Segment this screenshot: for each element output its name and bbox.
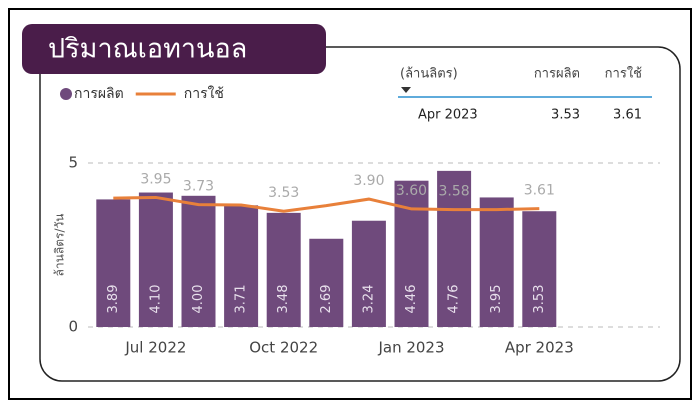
bar-value-label: 3.48 (276, 285, 291, 314)
bar-value-label: 2.69 (319, 285, 334, 314)
bar (266, 212, 301, 327)
bar (181, 195, 216, 327)
bar (96, 199, 131, 327)
table-cell: 3.61 (613, 108, 642, 123)
y-axis-label: ล้านลิตร/วัน (53, 214, 67, 277)
sort-icon (401, 87, 411, 93)
line-value-label: 3.95 (140, 171, 171, 187)
line-value-label: 3.58 (439, 184, 470, 200)
table-cell: 3.53 (551, 108, 580, 123)
frame (8, 8, 692, 400)
bar-value-label: 3.95 (489, 285, 504, 314)
legend-swatch (60, 88, 72, 100)
bar (437, 170, 472, 327)
bar-value-label: 3.53 (532, 285, 547, 314)
y-tick-label: 5 (68, 154, 78, 172)
line-value-label: 3.61 (524, 183, 555, 199)
card (39, 46, 681, 382)
table-header: การใช้ (605, 66, 643, 82)
table-header: การผลิต (534, 67, 580, 82)
bar (522, 211, 557, 327)
legend-label: การผลิต (74, 86, 124, 102)
legend-label: การใช้ (184, 85, 224, 102)
line-value-label: 3.53 (268, 185, 299, 201)
bar (479, 197, 514, 327)
bar-value-label: 4.76 (447, 285, 462, 314)
bar-value-label: 3.89 (106, 285, 121, 314)
bar-value-label: 3.71 (234, 285, 249, 314)
table-cell: Apr 2023 (418, 108, 478, 123)
x-tick-label: Apr 2023 (505, 339, 574, 357)
y-tick-label: 0 (68, 318, 78, 336)
bar-value-label: 4.00 (191, 285, 206, 314)
line (113, 195, 540, 213)
x-tick-label: Jan 2023 (377, 339, 444, 357)
bar (351, 220, 386, 327)
bar (309, 238, 344, 327)
line-value-label: 3.60 (396, 183, 427, 199)
title: ปริมาณเอทานอล (48, 34, 247, 65)
title-tab (22, 24, 326, 74)
bar-value-label: 3.24 (361, 285, 376, 314)
bar (224, 205, 259, 327)
bar-value-label: 4.10 (148, 285, 163, 314)
bar-value-label: 4.46 (404, 285, 419, 314)
bar (138, 192, 173, 327)
line-value-label: 3.73 (183, 179, 214, 195)
x-tick-label: Jul 2022 (124, 339, 186, 357)
line-value-label: 3.90 (353, 173, 384, 189)
x-tick-label: Oct 2022 (249, 339, 318, 357)
table-header: (ล้านลิตร) (400, 67, 458, 82)
